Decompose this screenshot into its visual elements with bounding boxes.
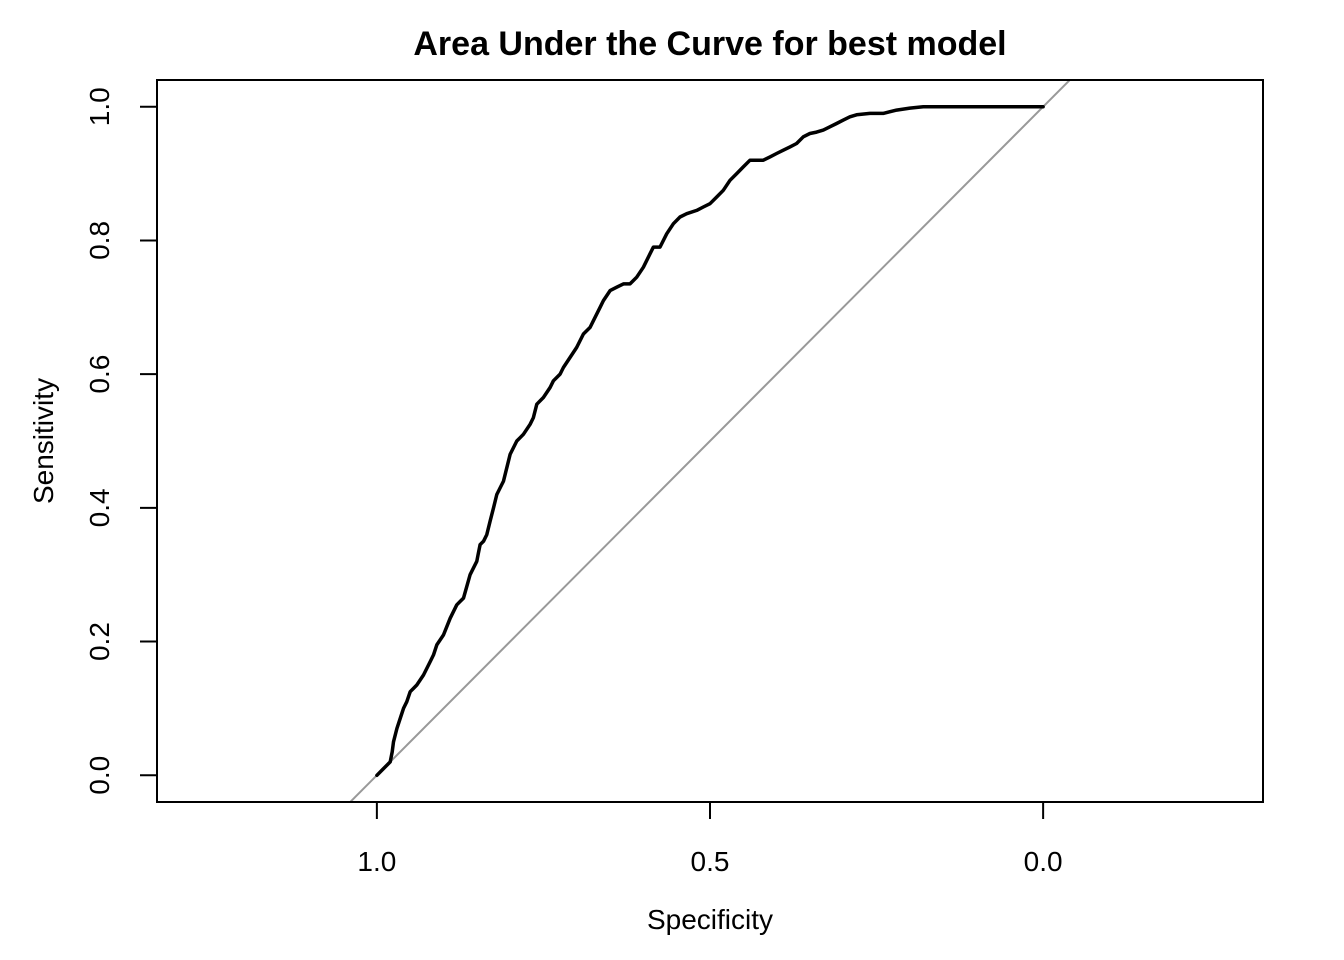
roc-curve-line xyxy=(375,104,1045,778)
reference-diagonal-line xyxy=(348,80,1072,802)
y-tick-label: 0.2 xyxy=(84,622,115,661)
x-tick-label: 0.0 xyxy=(1024,846,1063,877)
x-tick-label: 0.5 xyxy=(691,846,730,877)
y-axis-label: Sensitivity xyxy=(28,378,59,504)
y-tick-label: 0.4 xyxy=(84,488,115,527)
y-tick-label: 0.0 xyxy=(84,756,115,795)
y-axis: 0.0 0.2 0.4 0.6 0.8 1.0 xyxy=(84,87,158,795)
y-tick-label: 0.8 xyxy=(84,221,115,260)
x-axis-label: Specificity xyxy=(647,904,773,935)
x-axis: 1.0 0.5 0.0 xyxy=(357,801,1063,877)
chart-title: Area Under the Curve for best model xyxy=(413,25,1006,63)
y-tick-label: 1.0 xyxy=(84,87,115,126)
x-tick-label: 1.0 xyxy=(357,846,396,877)
y-tick-label: 0.6 xyxy=(84,355,115,394)
